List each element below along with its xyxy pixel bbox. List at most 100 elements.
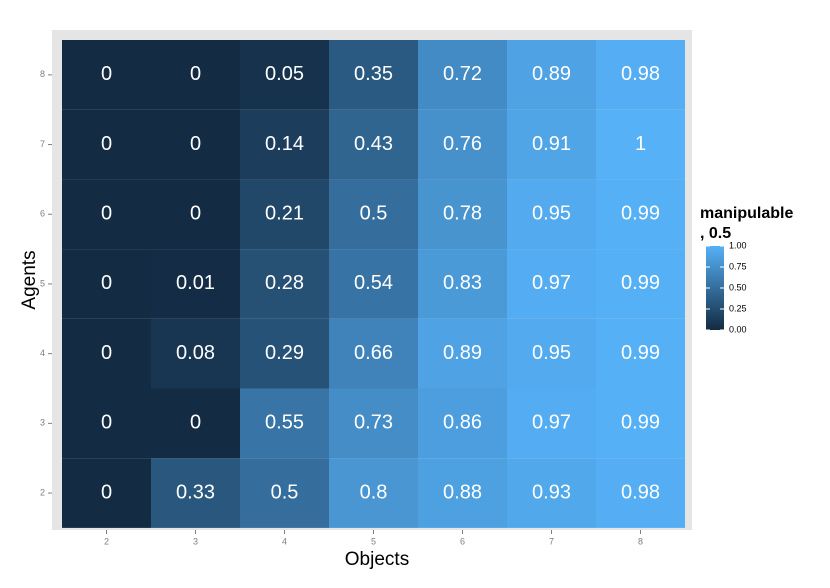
- colorbar: [706, 246, 724, 330]
- heat-cell: [596, 40, 685, 110]
- heat-cell: [418, 458, 507, 528]
- colorbar-tick-label: 0.25: [729, 303, 747, 313]
- x-tick-label: 5: [371, 536, 376, 546]
- cell-label: 0.8: [360, 481, 388, 503]
- cell-label: 0: [101, 342, 112, 364]
- cell-label: 0.97: [532, 412, 571, 434]
- heat-cell: [507, 458, 596, 528]
- cell-label: 0: [190, 63, 201, 85]
- cell-label: 0.72: [443, 63, 482, 85]
- heat-cell: [418, 40, 507, 110]
- cell-label: 0.73: [354, 412, 393, 434]
- cell-label: 0: [101, 272, 112, 294]
- x-tick-label: 8: [638, 536, 643, 546]
- heat-cell: [507, 388, 596, 459]
- colorbar-tick-label: 1.00: [729, 240, 747, 250]
- heat-cell: [240, 458, 329, 528]
- y-axis-title: Agents: [19, 250, 40, 309]
- y-tick-label: 5: [40, 278, 45, 288]
- heat-cell: [151, 388, 240, 459]
- cell-label: 0: [101, 412, 112, 434]
- x-tick-label: 4: [282, 536, 287, 546]
- cell-label: 0.54: [354, 272, 393, 294]
- cell-label: 0.01: [176, 272, 215, 294]
- cell-label: 0: [101, 133, 112, 155]
- heat-cell: [62, 458, 151, 528]
- cell-label: 0.99: [621, 272, 660, 294]
- heat-cell: [329, 458, 418, 528]
- heat-cell: [329, 40, 418, 110]
- heat-cell: [62, 40, 151, 110]
- heat-cell: [418, 388, 507, 459]
- y-tick-label: 8: [40, 69, 45, 79]
- cell-label: 0.99: [621, 412, 660, 434]
- y-tick-label: 4: [40, 348, 45, 358]
- heat-cell: [507, 179, 596, 250]
- x-axis-title: Objects: [345, 549, 409, 570]
- heat-cell: [596, 249, 685, 319]
- cell-label: 0.66: [354, 342, 393, 364]
- heat-cell: [329, 249, 418, 319]
- heat-cell: [62, 109, 151, 180]
- cell-label: 0.21: [265, 203, 304, 225]
- x-tick-label: 3: [193, 536, 198, 546]
- cell-label: 0.35: [354, 63, 393, 85]
- heat-cell: [596, 179, 685, 250]
- heat-cell: [596, 318, 685, 389]
- heat-cell: [596, 458, 685, 528]
- heat-cell: [62, 318, 151, 389]
- legend-title: , 0.5: [700, 225, 731, 242]
- x-tick-label: 6: [460, 536, 465, 546]
- y-tick-label: 2: [40, 487, 45, 497]
- heat-cell: [418, 179, 507, 250]
- heat-cell: [507, 318, 596, 389]
- cell-label: 0: [101, 203, 112, 225]
- cell-label: 0.89: [443, 342, 482, 364]
- cell-label: 0: [101, 63, 112, 85]
- cell-label: 0.83: [443, 272, 482, 294]
- cell-label: 0.99: [621, 342, 660, 364]
- heat-cell: [151, 179, 240, 250]
- cell-label: 0.43: [354, 133, 393, 155]
- y-tick-label: 3: [40, 418, 45, 428]
- cell-label: 0: [101, 481, 112, 503]
- heat-cell: [151, 109, 240, 180]
- cell-label: 0.5: [360, 203, 388, 225]
- heat-cell: [240, 318, 329, 389]
- heat-cell: [151, 458, 240, 528]
- heat-cell: [596, 109, 685, 180]
- x-tick-label: 2: [104, 536, 109, 546]
- cell-label: 0.29: [265, 342, 304, 364]
- cell-label: 0.55: [265, 412, 304, 434]
- heat-cell: [329, 179, 418, 250]
- cell-label: 0.93: [532, 481, 571, 503]
- heat-cell: [329, 318, 418, 389]
- cell-label: 0.99: [621, 203, 660, 225]
- cell-label: 0.97: [532, 272, 571, 294]
- heat-cell: [62, 388, 151, 459]
- colorbar-tick-label: 0.00: [729, 324, 747, 334]
- cell-label: 0.28: [265, 272, 304, 294]
- cell-label: 0: [190, 203, 201, 225]
- cell-label: 0.88: [443, 481, 482, 503]
- heat-cell: [329, 388, 418, 459]
- heat-cell: [151, 40, 240, 110]
- cell-label: 0.86: [443, 412, 482, 434]
- cell-label: 0.33: [176, 481, 215, 503]
- heat-cell: [240, 40, 329, 110]
- heat-cell: [418, 109, 507, 180]
- heat-cell: [507, 249, 596, 319]
- heat-cell: [507, 109, 596, 180]
- cell-label: 0.98: [621, 63, 660, 85]
- cell-label: 0.95: [532, 342, 571, 364]
- heat-cell: [418, 318, 507, 389]
- cell-label: 0.5: [271, 481, 299, 503]
- heat-cell: [240, 249, 329, 319]
- heat-cell: [151, 249, 240, 319]
- heat-cell: [240, 179, 329, 250]
- heat-cell: [151, 318, 240, 389]
- heat-cell: [329, 109, 418, 180]
- cell-label: 1: [635, 133, 646, 155]
- cell-label: 0.95: [532, 203, 571, 225]
- cell-label: 0.91: [532, 133, 571, 155]
